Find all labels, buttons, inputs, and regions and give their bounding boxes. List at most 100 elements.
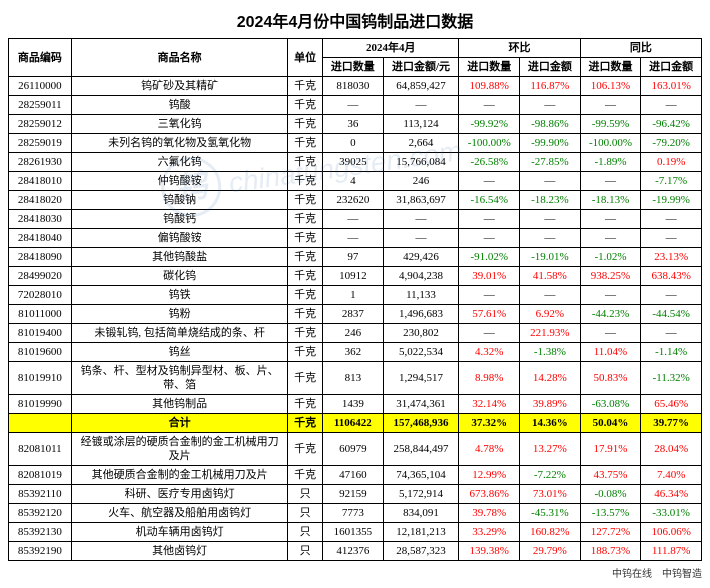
cell-qty: 1601355 xyxy=(323,523,384,542)
cell-code: 82081019 xyxy=(9,466,72,485)
cell-val: 5,172,914 xyxy=(383,485,459,504)
cell-unit: 千克 xyxy=(288,96,323,115)
cell-code: 28259011 xyxy=(9,96,72,115)
cell-mval: -99.90% xyxy=(520,134,581,153)
cell-unit: 只 xyxy=(288,542,323,561)
cell-mval: — xyxy=(520,229,581,248)
cell-val: — xyxy=(383,210,459,229)
cell-name: 钨酸 xyxy=(71,96,288,115)
cell-code: 81019990 xyxy=(9,395,72,414)
cell-mval: 116.87% xyxy=(520,77,581,96)
cell-qty: — xyxy=(323,229,384,248)
cell-qty: 4 xyxy=(323,172,384,191)
cell-val: 157,468,936 xyxy=(383,414,459,433)
cell-yval: 65.46% xyxy=(641,395,702,414)
cell-mqty: — xyxy=(459,229,520,248)
cell-name: 其他卤钨灯 xyxy=(71,542,288,561)
cell-name: 机动车辆用卤钨灯 xyxy=(71,523,288,542)
cell-code: 85392190 xyxy=(9,542,72,561)
table-row: 81019910钨条、杆、型材及钨制异型材、板、片、带、箔千克8131,294,… xyxy=(9,362,702,395)
table-row: 72028010钨铁千克111,133———— xyxy=(9,286,702,305)
table-row: 28418030钨酸钙千克—————— xyxy=(9,210,702,229)
cell-unit: 千克 xyxy=(288,343,323,362)
cell-code: 28418030 xyxy=(9,210,72,229)
th-mom-val: 进口金额 xyxy=(520,58,581,77)
cell-mval: — xyxy=(520,172,581,191)
footer-left: 中钨在线 xyxy=(612,569,652,580)
table-row: 26110000钨矿砂及其精矿千克81803064,859,427109.88%… xyxy=(9,77,702,96)
cell-unit: 千克 xyxy=(288,229,323,248)
cell-yqty: -63.08% xyxy=(580,395,641,414)
cell-mqty: -100.00% xyxy=(459,134,520,153)
cell-qty: 47160 xyxy=(323,466,384,485)
cell-mqty: -26.58% xyxy=(459,153,520,172)
cell-mval: 73.01% xyxy=(520,485,581,504)
cell-yval: 111.87% xyxy=(641,542,702,561)
cell-code: 28418040 xyxy=(9,229,72,248)
cell-unit: 千克 xyxy=(288,172,323,191)
cell-yqty: 127.72% xyxy=(580,523,641,542)
cell-qty: 92159 xyxy=(323,485,384,504)
cell-mqty: 37.32% xyxy=(459,414,520,433)
cell-mval: 14.36% xyxy=(520,414,581,433)
cell-mval: — xyxy=(520,286,581,305)
table-row: 82081019其他硬质合金制的金工机械用刀及片千克4716074,365,10… xyxy=(9,466,702,485)
cell-mval: — xyxy=(520,210,581,229)
cell-qty: 7773 xyxy=(323,504,384,523)
cell-yqty: 50.83% xyxy=(580,362,641,395)
cell-yval: 7.40% xyxy=(641,466,702,485)
cell-yval: 39.77% xyxy=(641,414,702,433)
cell-unit: 千克 xyxy=(288,324,323,343)
cell-name: 仲钨酸铵 xyxy=(71,172,288,191)
cell-mval: 6.92% xyxy=(520,305,581,324)
cell-mval: -27.85% xyxy=(520,153,581,172)
cell-unit: 只 xyxy=(288,523,323,542)
cell-name: 钨铁 xyxy=(71,286,288,305)
cell-name: 其他硬质合金制的金工机械用刀及片 xyxy=(71,466,288,485)
cell-mval: -45.31% xyxy=(520,504,581,523)
cell-yval: -19.99% xyxy=(641,191,702,210)
table-row: 28418090其他钨酸盐千克97429,426-91.02%-19.01%-1… xyxy=(9,248,702,267)
cell-qty: 97 xyxy=(323,248,384,267)
cell-yqty: -18.13% xyxy=(580,191,641,210)
cell-yqty: -100.00% xyxy=(580,134,641,153)
cell-qty: 36 xyxy=(323,115,384,134)
footer-right: 中钨智造 xyxy=(662,569,702,580)
cell-unit: 千克 xyxy=(288,248,323,267)
cell-code: 26110000 xyxy=(9,77,72,96)
table-row: 81019600钨丝千克3625,022,5344.32%-1.38%11.04… xyxy=(9,343,702,362)
cell-qty: 1439 xyxy=(323,395,384,414)
table-row: 85392190其他卤钨灯只41237628,587,323139.38%29.… xyxy=(9,542,702,561)
cell-val: 834,091 xyxy=(383,504,459,523)
th-yoy-qty: 进口数量 xyxy=(580,58,641,77)
cell-qty: 1106422 xyxy=(323,414,384,433)
table-row: 28261930六氟化钨千克3902515,766,084-26.58%-27.… xyxy=(9,153,702,172)
cell-yqty: 188.73% xyxy=(580,542,641,561)
cell-qty: — xyxy=(323,210,384,229)
cell-mqty: 33.29% xyxy=(459,523,520,542)
cell-mval: 13.27% xyxy=(520,433,581,466)
cell-mqty: 139.38% xyxy=(459,542,520,561)
cell-code: 85392110 xyxy=(9,485,72,504)
cell-val: 1,294,517 xyxy=(383,362,459,395)
cell-mval: 39.89% xyxy=(520,395,581,414)
cell-mqty: 4.78% xyxy=(459,433,520,466)
cell-yqty: -99.59% xyxy=(580,115,641,134)
cell-unit: 千克 xyxy=(288,395,323,414)
cell-yval: — xyxy=(641,324,702,343)
cell-name: 钨酸钙 xyxy=(71,210,288,229)
cell-qty: 1 xyxy=(323,286,384,305)
cell-unit: 只 xyxy=(288,504,323,523)
cell-qty: 0 xyxy=(323,134,384,153)
cell-name: 未列名钨的氧化物及氢氧化物 xyxy=(71,134,288,153)
cell-qty: 232620 xyxy=(323,191,384,210)
cell-mval: -98.86% xyxy=(520,115,581,134)
cell-mqty: -91.02% xyxy=(459,248,520,267)
cell-yval: — xyxy=(641,96,702,115)
cell-mval: 160.82% xyxy=(520,523,581,542)
footer: 中钨在线 中钨智造 xyxy=(8,565,702,580)
cell-unit: 千克 xyxy=(288,362,323,395)
cell-yval: — xyxy=(641,210,702,229)
cell-name: 科研、医疗专用卤钨灯 xyxy=(71,485,288,504)
cell-mqty: 4.32% xyxy=(459,343,520,362)
